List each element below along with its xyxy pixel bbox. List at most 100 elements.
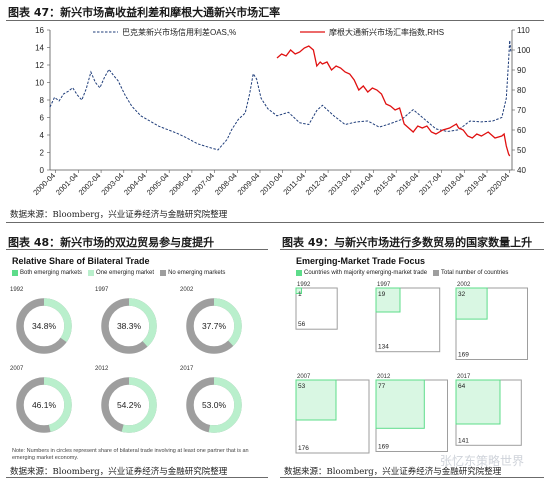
fx-index-series-line xyxy=(276,45,511,157)
majority-count-label: 32 xyxy=(458,291,466,298)
legend-label: Total number of countries xyxy=(441,270,509,276)
donut-em-share-arc xyxy=(186,298,242,354)
y-left-tick-label: 10 xyxy=(35,79,44,88)
legend-label: Both emerging markets xyxy=(20,270,83,276)
donut-em-share-arc xyxy=(101,298,157,354)
donut-em-share-arc xyxy=(101,377,157,433)
box-year-label: 1992 xyxy=(297,282,311,288)
y-right-tick-label: 80 xyxy=(517,86,526,95)
majority-em-square xyxy=(295,287,302,294)
box-year-label: 2017 xyxy=(457,374,471,380)
total-count-label: 134 xyxy=(378,344,389,351)
bilateral-trade-legend: Both emerging markets One emerging marke… xyxy=(12,270,231,276)
bilateral-trade-title: Relative Share of Bilateral Trade xyxy=(12,256,150,266)
y-left-tick-label: 12 xyxy=(35,61,44,70)
y-right-tick-label: 50 xyxy=(517,146,526,155)
donut-value-label: 54.2% xyxy=(117,400,142,410)
x-tick-label: 2007-04 xyxy=(190,171,216,197)
watermark: 张忆东策略世界 xyxy=(440,454,525,468)
figure-49-source: 数据来源：Bloomberg，兴业证券经济与金融研究院整理 xyxy=(284,467,502,477)
majority-em-square xyxy=(455,379,501,425)
legend-swatch-gray xyxy=(433,270,440,276)
oas-series-line xyxy=(49,40,512,151)
box-year-label: 2002 xyxy=(457,282,471,288)
legend-swatch-dark-green xyxy=(12,270,18,276)
box-year-label: 2007 xyxy=(297,374,311,380)
x-tick-label: 2014-04 xyxy=(349,171,375,197)
donut-value-label: 46.1% xyxy=(32,400,57,410)
donut-value-label: 53.0% xyxy=(202,400,227,410)
total-count-label: 56 xyxy=(298,321,306,328)
y-left-tick-label: 0 xyxy=(40,166,45,175)
line-chart: 02468101214164050607080901001102000-0420… xyxy=(31,26,531,197)
x-tick-label: 2013-04 xyxy=(326,171,352,197)
legend-label: No emerging markets xyxy=(168,270,226,276)
legend-total-countries: Total number of countries xyxy=(433,270,508,276)
x-tick-label: 2016-04 xyxy=(395,171,421,197)
y-left-tick-label: 16 xyxy=(35,26,44,35)
x-tick-label: 2020-04 xyxy=(485,171,511,197)
x-tick-label: 2006-04 xyxy=(167,171,193,197)
figure-47-source: 数据来源：Bloomberg，兴业证券经济与金融研究院整理 xyxy=(10,210,228,220)
bilateral-trade-note: Note: Numbers in circles represent share… xyxy=(12,448,249,461)
x-tick-label: 2019-04 xyxy=(463,171,489,197)
figure-48-title: 图表 48：新兴市场的双边贸易参与度提升 xyxy=(8,236,215,249)
majority-em-square xyxy=(375,379,425,429)
y-right-tick-label: 90 xyxy=(517,66,526,75)
legend-oas-label: 巴克莱新兴市场信用利差OAS,% xyxy=(122,27,236,37)
x-tick-label: 2001-04 xyxy=(54,171,80,197)
donut-grid: 1992 34.8% 1997 38.3% 2002 37.7% 2007 46.1% 2012… xyxy=(10,287,242,433)
trade-focus-title: Emerging-Market Trade Focus xyxy=(296,256,426,266)
figure-47-title: 图表 47：新兴市场高收益利差和摩根大通新兴市场汇率 xyxy=(8,6,281,19)
donut-year-label: 1992 xyxy=(10,287,24,293)
y-left-tick-label: 14 xyxy=(35,44,44,53)
total-count-label: 176 xyxy=(298,445,309,452)
legend-fx-label: 摩根大通新兴市场汇率指数,RHS xyxy=(329,27,444,37)
majority-em-square xyxy=(455,287,488,320)
x-tick-label: 2002-04 xyxy=(77,171,103,197)
box-year-label: 1997 xyxy=(377,282,391,288)
x-tick-label: 2004-04 xyxy=(122,171,148,197)
figure-47-title-rule xyxy=(6,20,544,21)
figure-48-title-rule xyxy=(6,249,268,250)
legend-one-em: One emerging market xyxy=(88,270,154,276)
donut-year-label: 2007 xyxy=(10,366,24,372)
majority-count-label: 19 xyxy=(378,291,386,298)
legend-both-em: Both emerging markets xyxy=(12,270,82,276)
figure-49-title-rule xyxy=(280,249,544,250)
total-countries-square xyxy=(295,287,338,330)
x-tick-label: 2005-04 xyxy=(145,171,171,197)
donut-value-label: 37.7% xyxy=(202,321,227,331)
x-tick-label: 2008-04 xyxy=(213,171,239,197)
legend-no-em: No emerging markets xyxy=(160,270,225,276)
legend-label: One emerging market xyxy=(96,270,155,276)
legend-swatch-light-green xyxy=(88,270,95,276)
majority-em-square xyxy=(375,287,401,313)
y-right-tick-label: 100 xyxy=(517,46,531,55)
y-left-tick-label: 2 xyxy=(40,149,45,158)
y-left-tick-label: 6 xyxy=(40,114,45,123)
box-grid: 1992 1 56 1997 19 134 2002 32 169 2007 53 176 2012 77… xyxy=(295,282,528,454)
trade-focus-legend: Countries with majority emerging-market … xyxy=(296,270,514,276)
legend-swatch-gray xyxy=(160,270,167,276)
figure-47-source-rule xyxy=(6,222,544,223)
x-tick-label: 2012-04 xyxy=(304,171,330,197)
donut-em-share-arc xyxy=(16,377,72,433)
donut-year-label: 2002 xyxy=(180,287,194,293)
figure-49-source-rule xyxy=(280,477,544,478)
y-right-tick-label: 40 xyxy=(517,166,526,175)
figure-48-source-rule xyxy=(6,477,268,478)
x-tick-label: 2018-04 xyxy=(440,171,466,197)
majority-em-square xyxy=(295,379,337,421)
y-left-tick-label: 4 xyxy=(40,131,45,140)
x-tick-label: 2003-04 xyxy=(99,171,125,197)
x-tick-label: 2000-04 xyxy=(31,171,57,197)
donut-value-label: 34.8% xyxy=(32,321,57,331)
total-count-label: 169 xyxy=(378,444,389,451)
donut-year-label: 2017 xyxy=(180,366,194,372)
total-count-label: 141 xyxy=(458,437,469,444)
legend-label: Countries with majority emerging-market … xyxy=(304,270,428,276)
majority-count-label: 1 xyxy=(298,291,302,298)
y-right-tick-label: 60 xyxy=(517,126,526,135)
majority-count-label: 77 xyxy=(378,383,386,390)
